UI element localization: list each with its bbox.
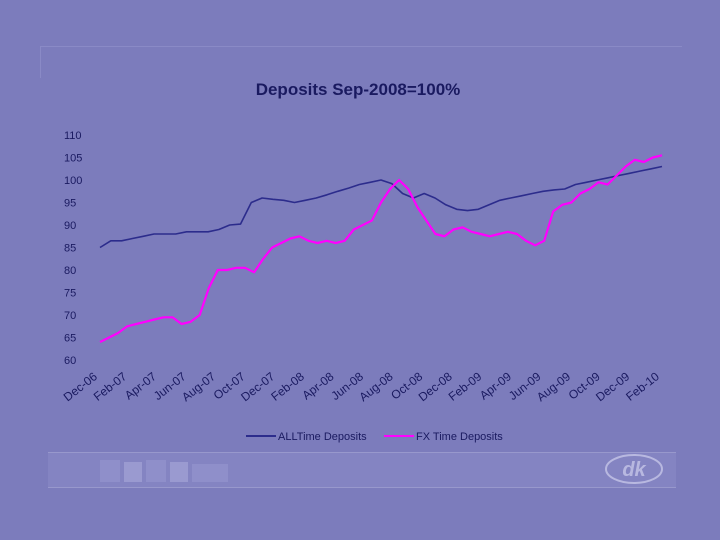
legend: ALLTime Deposits FX Time Deposits [246,431,503,443]
dk-logo-icon: dk [605,454,663,484]
footer-building-graphic [100,460,228,482]
chart-title: Deposits Sep-2008=100% [0,80,720,100]
x-tick-label: Feb-07 [91,369,130,404]
y-tick-label: 65 [64,333,76,345]
x-tick-label: Aug-08 [357,369,396,404]
y-axis: 110 105 100 95 90 85 80 75 70 65 60 [64,130,82,367]
y-tick-label: 105 [64,153,82,165]
x-tick-label: Dec-09 [593,369,632,404]
frame-left-line [40,46,41,78]
y-tick-label: 70 [64,310,76,322]
y-tick-label: 95 [64,198,76,210]
x-tick-label: Dec-07 [238,369,277,404]
x-tick-label: Feb-08 [268,369,307,404]
x-tick-label: Apr-07 [122,369,159,402]
x-tick-label: Feb-10 [623,369,662,404]
legend-label: ALLTime Deposits [278,431,367,443]
x-tick-label: Apr-09 [477,369,514,402]
x-tick-label: Aug-09 [534,369,573,404]
series-layer [99,154,663,343]
svg-text:dk: dk [622,459,646,481]
y-tick-label: 85 [64,243,76,255]
x-axis: Dec-06Feb-07Apr-07Jun-07Aug-07Oct-07Dec-… [61,369,662,404]
x-tick-label: Dec-06 [61,369,100,404]
y-tick-label: 100 [64,175,82,187]
series-line-all-time-deposits [99,165,663,249]
legend-label: FX Time Deposits [416,431,503,443]
series-line-fx-time-deposits [99,154,663,343]
x-tick-label: Aug-07 [179,369,218,404]
frame-top-line [40,46,682,47]
chart-title-text: Deposits Sep-2008=100% [255,80,461,99]
x-tick-label: Feb-09 [446,369,485,404]
y-tick-label: 75 [64,288,76,300]
y-tick-label: 60 [64,355,76,367]
y-tick-label: 80 [64,265,76,277]
y-tick-label: 110 [64,130,82,142]
x-tick-label: Apr-08 [299,369,336,402]
y-tick-label: 90 [64,220,76,232]
x-tick-label: Dec-08 [416,369,455,404]
